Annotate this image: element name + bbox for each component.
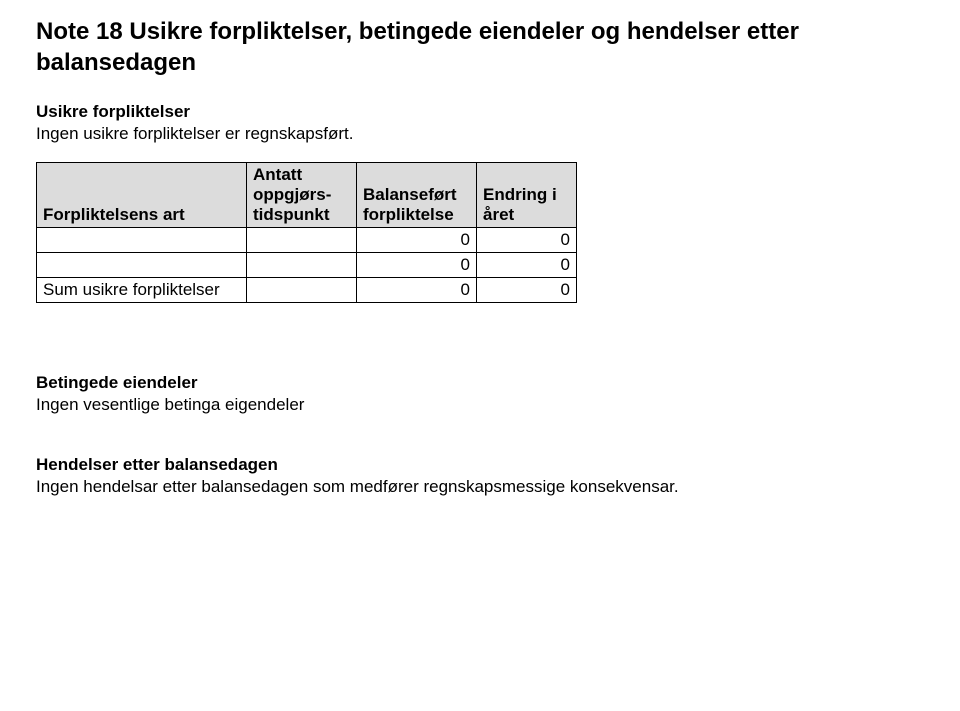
section1-title: Usikre forpliktelser <box>36 102 920 122</box>
cell <box>37 253 247 278</box>
cell: 0 <box>357 253 477 278</box>
table-row: 0 0 <box>37 253 577 278</box>
th-endring: Endring i året <box>477 163 577 228</box>
obligations-table: Forpliktelsens art Antatt oppgjørs-tidsp… <box>36 162 577 303</box>
cell-sum-label: Sum usikre forpliktelser <box>37 278 247 303</box>
cell: 0 <box>477 278 577 303</box>
th-forpliktelse: Balanseført forpliktelse <box>357 163 477 228</box>
cell <box>247 278 357 303</box>
cell <box>37 228 247 253</box>
section2-title: Betingede eiendeler <box>36 373 920 393</box>
cell: 0 <box>477 253 577 278</box>
cell <box>247 228 357 253</box>
section1-text: Ingen usikre forpliktelser er regnskapsf… <box>36 124 920 144</box>
section2-text: Ingen vesentlige betinga eigendeler <box>36 395 920 415</box>
section3-title: Hendelser etter balansedagen <box>36 455 920 475</box>
th-art: Forpliktelsens art <box>37 163 247 228</box>
note-heading: Note 18 Usikre forpliktelser, betingede … <box>36 16 920 78</box>
cell: 0 <box>477 228 577 253</box>
cell: 0 <box>357 278 477 303</box>
table-footer-row: Sum usikre forpliktelser 0 0 <box>37 278 577 303</box>
table-header-row: Forpliktelsens art Antatt oppgjørs-tidsp… <box>37 163 577 228</box>
section3-text: Ingen hendelsar etter balansedagen som m… <box>36 477 920 497</box>
table-row: 0 0 <box>37 228 577 253</box>
cell <box>247 253 357 278</box>
cell: 0 <box>357 228 477 253</box>
th-tidspunkt: Antatt oppgjørs-tidspunkt <box>247 163 357 228</box>
